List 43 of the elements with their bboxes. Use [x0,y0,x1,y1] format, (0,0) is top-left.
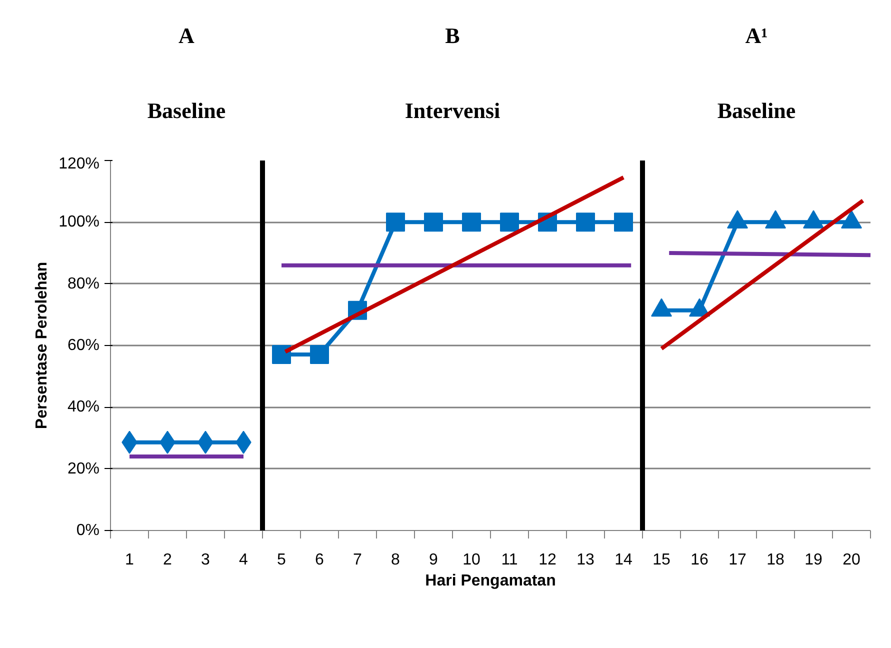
x-tick-label: 8 [391,552,400,568]
x-tick-label: 12 [538,552,556,568]
x-tick-label: 2 [163,552,172,568]
x-tick-label: 4 [239,552,248,568]
x-tick-label: 15 [652,552,670,568]
point [272,344,291,364]
text: Baseline [717,98,796,123]
x-tick-label: 20 [842,552,860,568]
y-tick-label: 60% [67,337,100,354]
x-tick-label: 11 [501,552,518,568]
text: Baseline [147,98,226,123]
x-tick-label: 13 [576,552,594,568]
point [424,212,443,232]
text: Intervensi [404,98,500,123]
x-tick-label: 19 [804,552,822,568]
x-tick-label: 5 [277,552,286,568]
point [310,344,329,364]
text: B [445,23,460,48]
point [500,212,519,232]
x-tick-label: 10 [462,552,480,568]
x-tick-label: 18 [766,552,784,568]
y-tick-label: 20% [67,460,100,478]
text: A¹ [745,23,768,48]
x-tick-label: 3 [201,552,210,568]
point [462,212,481,232]
point [614,212,633,232]
x-tick-label: 14 [614,552,632,568]
x-tick-label: 1 [125,552,134,568]
text: A [178,23,195,48]
x-tick-label: 9 [429,552,438,568]
x-axis-title: Hari Pengamatan [425,572,556,590]
y-tick-label: 0% [76,522,100,539]
y-tick-label: 100% [58,214,100,231]
y-tick-label: 80% [67,275,100,292]
point [576,212,595,232]
x-tick-label: 7 [353,552,362,568]
point [386,212,405,232]
x-tick-label: 16 [690,552,708,568]
y-tick-label: 40% [67,398,100,416]
x-tick-label: 17 [728,552,746,568]
y-axis-title: Persentase Perolehan [34,262,51,430]
y-tick-label: 120% [58,156,100,172]
x-tick-label: 6 [315,552,324,568]
